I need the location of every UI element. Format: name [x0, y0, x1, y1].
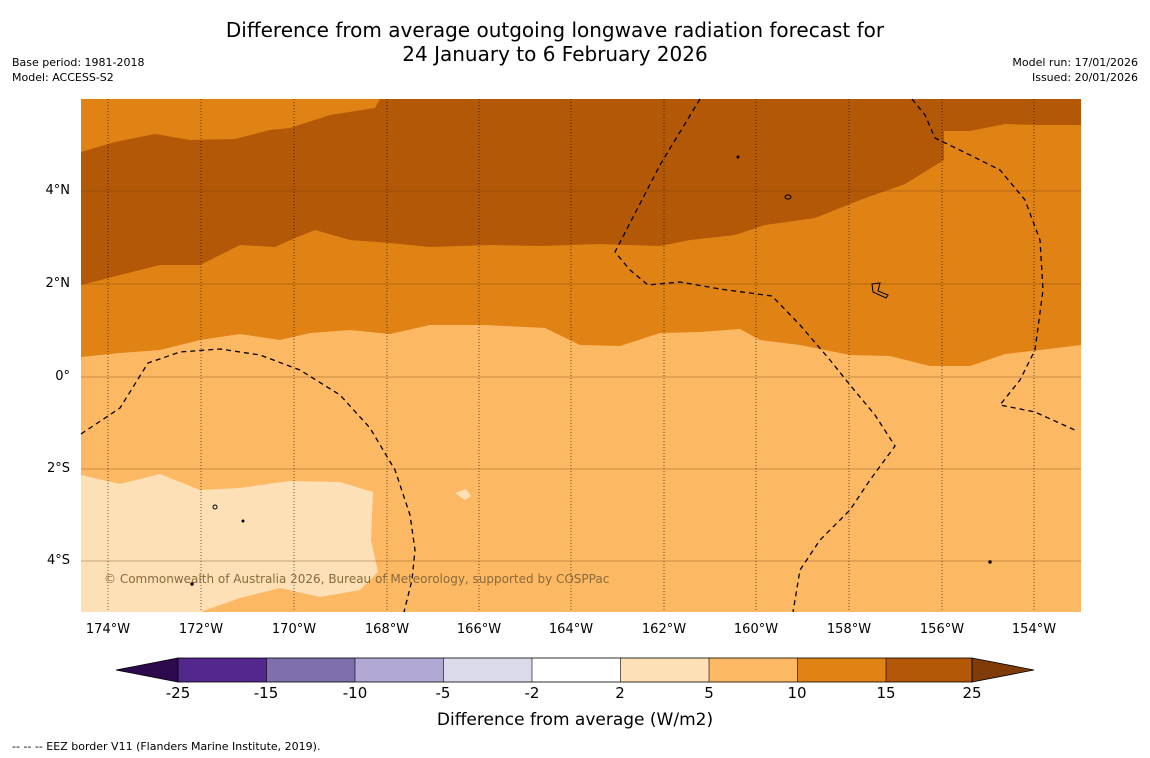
- lon-label-172w: 172°W: [178, 622, 224, 637]
- cbar-tick-15: 15: [876, 684, 896, 702]
- lon-label-170w: 170°W: [271, 622, 317, 637]
- colorbar-seg-15-25: [886, 658, 972, 682]
- lon-label-174w: 174°W: [85, 622, 131, 637]
- island-c: [212, 504, 218, 510]
- cbar-tick-m15: -15: [253, 684, 279, 702]
- eez-border-east: [911, 98, 1078, 432]
- model-run: Model run: 17/01/2026: [1012, 56, 1138, 69]
- colorbar-seg-5-10: [709, 658, 798, 682]
- island-b: [871, 282, 889, 299]
- lon-label-162w: 162°W: [641, 622, 687, 637]
- cbar-tick-m2: -2: [524, 684, 540, 702]
- island-e: [988, 560, 992, 564]
- lon-label-160w: 160°W: [733, 622, 779, 637]
- title-line-1: Difference from average outgoing longwav…: [225, 18, 885, 42]
- colorbar-seg--10--5: [355, 658, 444, 682]
- island-g: [241, 519, 245, 523]
- title-line-2: 24 January to 6 February 2026: [402, 42, 708, 66]
- model-name: Model: ACCESS-S2: [12, 71, 114, 84]
- base-period: Base period: 1981-2018: [12, 56, 145, 69]
- colorbar-seg--2-2: [532, 658, 621, 682]
- colorbar-extend-high: [971, 657, 1035, 683]
- band-2-5-patch: [81, 474, 378, 612]
- map-title: Difference from average outgoing longwav…: [200, 18, 910, 66]
- issued-date: Issued: 20/01/2026: [1031, 71, 1138, 84]
- cbar-tick-10: 10: [787, 684, 807, 702]
- map-panel: [81, 99, 1081, 612]
- cbar-tick-m10: -10: [342, 684, 368, 702]
- colorbar-seg-10-15: [797, 658, 886, 682]
- meta-right: Model run: 17/01/2026 Issued: 20/01/2026: [1012, 55, 1138, 85]
- island-a: [784, 194, 792, 200]
- cbar-tick-25: 25: [962, 684, 982, 702]
- lon-label-158w: 158°W: [826, 622, 872, 637]
- meta-left: Base period: 1981-2018 Model: ACCESS-S2: [12, 55, 144, 85]
- cbar-tick-m5: -5: [435, 684, 451, 702]
- eez-borders: [80, 98, 1078, 613]
- islands: [190, 155, 992, 586]
- colorbar-extend-low: [115, 657, 179, 683]
- lon-label-164w: 164°W: [548, 622, 594, 637]
- lat-label-0: 0°: [55, 369, 70, 384]
- lat-label-2s: 2°S: [46, 461, 70, 476]
- lon-label-166w: 166°W: [456, 622, 502, 637]
- cbar-tick-2: 2: [615, 684, 625, 702]
- lat-label-4n: 4°N: [45, 183, 71, 198]
- lat-gridlines: [81, 190, 1081, 562]
- colorbar-frame: [177, 657, 973, 683]
- cbar-tick-m25: -25: [165, 684, 191, 702]
- lat-label-2n: 2°N: [45, 276, 71, 291]
- colorbar-seg--5--2: [443, 658, 532, 682]
- eez-border-west: [80, 348, 416, 613]
- cbar-tick-5: 5: [704, 684, 714, 702]
- lon-label-154w: 154°W: [1011, 622, 1057, 637]
- band-2-5-small: [455, 489, 471, 500]
- colorbar-seg--25--15: [178, 658, 267, 682]
- island-d: [190, 582, 194, 586]
- colorbar-label: Difference from average (W/m2): [436, 710, 714, 730]
- lon-label-168w: 168°W: [364, 622, 410, 637]
- copyright-notice: © Commonwealth of Australia 2026, Bureau…: [104, 572, 610, 586]
- island-f: [736, 155, 740, 159]
- band-15-25: [81, 99, 1081, 285]
- lon-label-156w: 156°W: [919, 622, 965, 637]
- eez-legend-note: -- -- -- EEZ border V11 (Flanders Marine…: [12, 740, 321, 753]
- colorbar-seg--15--10: [266, 658, 355, 682]
- lat-label-4s: 4°S: [46, 553, 70, 568]
- colorbar-seg-2-5: [620, 658, 709, 682]
